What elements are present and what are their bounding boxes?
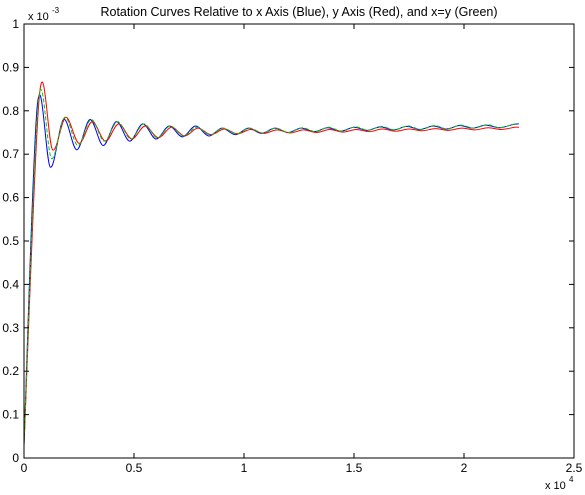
x-tick-label: 0: [21, 461, 28, 475]
series-line-2: [23, 81, 520, 446]
y-tick-label: 0.2: [2, 364, 19, 378]
y-axis: 0 0.1 0.2 0.3 0.4 0.5 0.6 0.7 0.8 0.9 1: [2, 17, 574, 465]
y-tick-label: 0.4: [2, 277, 19, 291]
x-tick-label: 1: [241, 461, 248, 475]
x-tick-label: 2: [461, 461, 468, 475]
x-tick-label: 1.5: [346, 461, 363, 475]
y-tick-label: 0.1: [2, 408, 19, 422]
series-line-3: [23, 89, 520, 446]
y-tick-label: 0.3: [2, 321, 19, 335]
y-multiplier: x 10 -3: [28, 6, 60, 23]
y-tick-label: 0: [12, 451, 19, 465]
y-tick-label: 0.6: [2, 191, 19, 205]
y-multiplier-exponent: -3: [52, 6, 60, 15]
y-tick-label: 0.9: [2, 60, 19, 74]
x-multiplier-exponent: 4: [569, 475, 574, 484]
x-tick-label: 0.5: [126, 461, 143, 475]
y-tick-label: 1: [12, 17, 19, 31]
y-tick-label: 0.5: [2, 234, 19, 248]
x-tick-label: 2.5: [566, 461, 583, 475]
y-tick-label: 0.8: [2, 104, 19, 118]
chart-title: Rotation Curves Relative to x Axis (Blue…: [100, 5, 497, 19]
x-axis: 0 0.5 1 1.5 2 2.5: [21, 24, 583, 475]
y-tick-label: 0.7: [2, 147, 19, 161]
x-multiplier-base: x 10: [545, 480, 566, 492]
y-multiplier-base: x 10: [28, 11, 49, 23]
series-layer: [23, 81, 520, 446]
plot-background: [24, 24, 574, 458]
x-multiplier: x 10 4: [545, 475, 574, 492]
